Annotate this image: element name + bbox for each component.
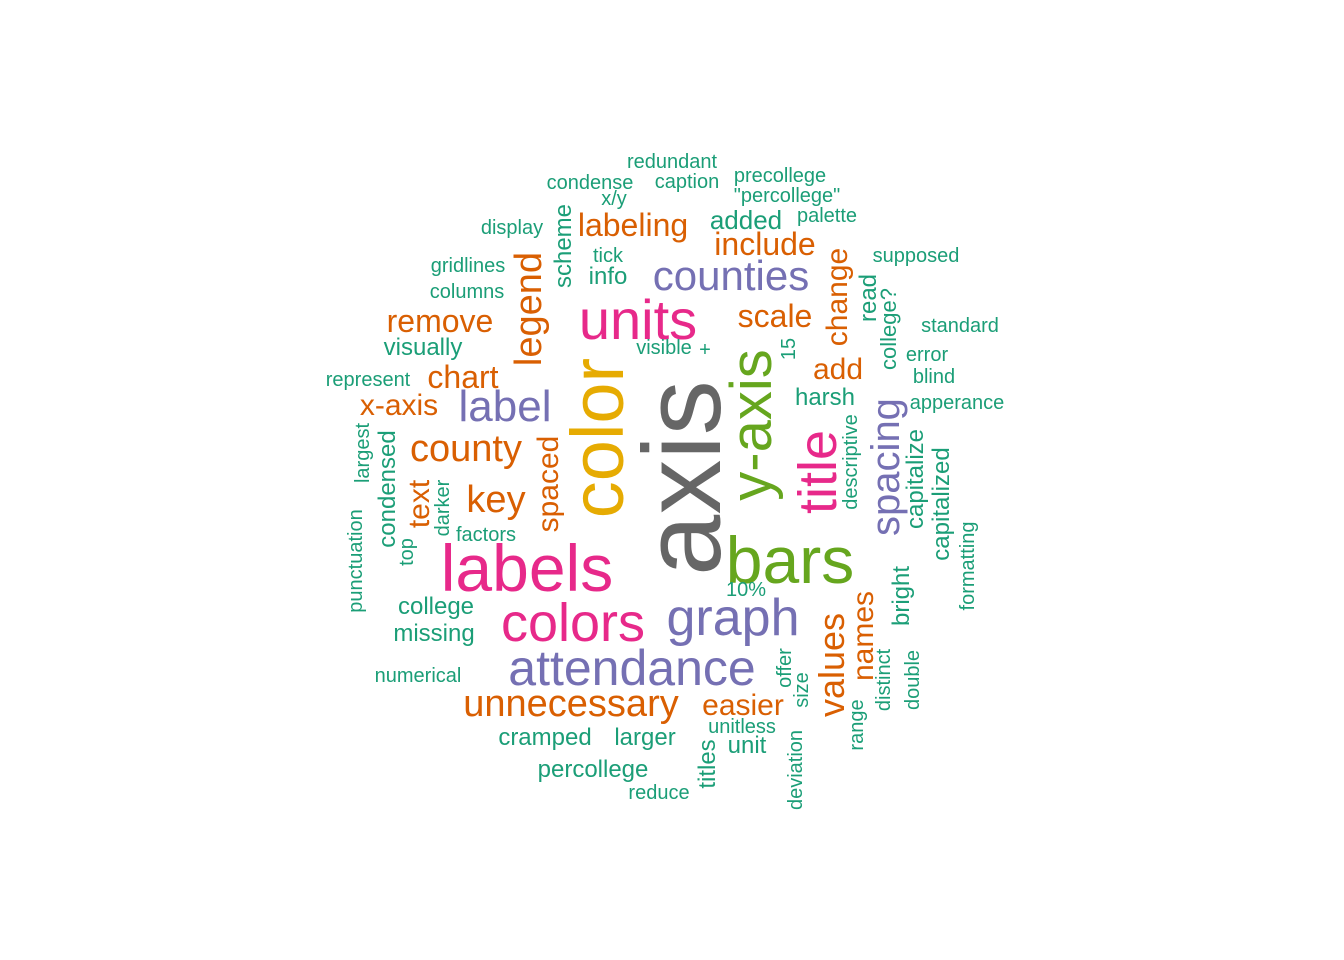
word-spaced: spaced xyxy=(532,435,565,533)
word-change: change xyxy=(821,247,854,347)
word-easier: easier xyxy=(702,689,784,722)
word-15: 15 xyxy=(778,337,800,361)
word-colors: colors xyxy=(500,593,646,653)
word-x-y: x/y xyxy=(601,188,627,210)
word-bright: bright xyxy=(888,565,915,627)
word-larger: larger xyxy=(614,724,676,751)
word-percollege: percollege xyxy=(537,756,649,783)
word-counties: counties xyxy=(652,252,810,299)
word-cramped: cramped xyxy=(498,724,592,751)
word-graph: graph xyxy=(666,589,800,647)
word-legend: legend xyxy=(508,251,550,367)
word-deviation: deviation xyxy=(785,729,807,811)
word-palette: palette xyxy=(796,205,858,227)
word-tick: tick xyxy=(593,245,623,267)
word-units: units xyxy=(578,288,698,351)
word-size: size xyxy=(791,672,813,708)
word-precollege: precollege xyxy=(733,165,827,187)
word-range: range xyxy=(846,699,868,751)
word-x-axis: x-axis xyxy=(359,389,439,422)
word-top: top xyxy=(396,538,418,566)
word-gridlines: gridlines xyxy=(430,255,506,277)
word-unitless: unitless xyxy=(708,716,776,738)
word-labeling: labeling xyxy=(577,207,689,243)
word-capitalize: capitalize xyxy=(902,428,929,530)
word-remove: remove xyxy=(386,303,494,339)
word-percollege: "percollege" xyxy=(733,185,841,207)
word-y-axis: y-axis xyxy=(719,349,784,501)
word-unit: unit xyxy=(727,732,767,759)
word-display: display xyxy=(480,217,544,239)
word-error: error xyxy=(905,344,949,366)
word-standard: standard xyxy=(921,315,999,337)
word-college: college? xyxy=(876,288,901,370)
word-scale: scale xyxy=(737,298,813,334)
word-condense: condense xyxy=(546,172,634,194)
word-represent: represent xyxy=(325,369,411,391)
word-include: include xyxy=(714,226,816,262)
word-harsh: harsh xyxy=(794,384,856,411)
word-caption: caption xyxy=(654,171,720,193)
word-supposed: supposed xyxy=(872,245,960,267)
word-descriptive: descriptive xyxy=(840,414,862,510)
word-info: info xyxy=(588,263,628,290)
word-color: color xyxy=(556,357,639,519)
word-spacing: spacing xyxy=(864,398,908,536)
word-labels: labels xyxy=(440,531,614,605)
word-visible: visible xyxy=(636,337,692,359)
word-values: values xyxy=(811,612,852,718)
word-scheme: scheme xyxy=(550,203,577,289)
word-double: double xyxy=(902,649,924,711)
word-reduce: reduce xyxy=(628,782,690,804)
word-darker: darker xyxy=(432,479,454,537)
word-add: add xyxy=(812,353,864,386)
word-title: title xyxy=(788,429,848,515)
word-county: county xyxy=(410,428,522,470)
word-10pct: 10% xyxy=(725,579,767,601)
word-punctuation: punctuation xyxy=(345,509,367,613)
word-added: added xyxy=(709,205,783,235)
word-plus: + xyxy=(699,339,711,361)
word-key: key xyxy=(466,479,526,521)
word-distinct: distinct xyxy=(873,648,895,712)
word-largest: largest xyxy=(352,422,374,484)
word-apperance: apperance xyxy=(909,392,1005,414)
word-text: text xyxy=(403,479,436,529)
word-numerical: numerical xyxy=(374,665,462,687)
word-chart: chart xyxy=(427,359,499,395)
word-attendance: attendance xyxy=(508,640,756,696)
word-bars: bars xyxy=(725,523,855,597)
word-titles: titles xyxy=(694,739,721,789)
word-visually: visually xyxy=(383,334,463,361)
word-condensed: condensed xyxy=(374,430,401,548)
word-capitalized: capitalized xyxy=(928,447,955,561)
word-missing: missing xyxy=(393,620,475,647)
word-unnecessary: unnecessary xyxy=(463,683,679,725)
word-factors: factors xyxy=(455,524,517,546)
word-label: label xyxy=(458,382,552,431)
word-college: college xyxy=(397,593,475,620)
word-columns: columns xyxy=(429,281,505,303)
word-redundant: redundant xyxy=(626,151,718,173)
word-blind: blind xyxy=(912,366,956,388)
word-formatting: formatting xyxy=(957,521,979,611)
